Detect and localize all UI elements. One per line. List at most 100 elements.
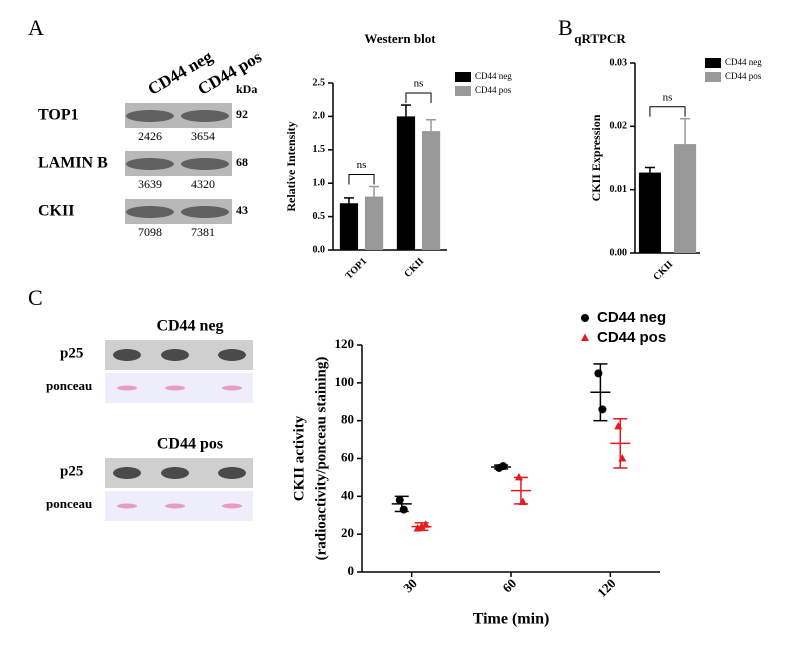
blot-band [126, 206, 174, 218]
blot-title: CD44 neg [156, 318, 223, 335]
x-tick-label: CKII [651, 259, 675, 283]
y-tick-label: 0.02 [610, 121, 628, 132]
x-tick-label: TOP1 [344, 256, 370, 282]
y-tick-label: 2.0 [313, 111, 326, 122]
panel-letter: B [558, 15, 573, 40]
y-tick-label: 0.01 [610, 184, 628, 195]
panel-letter: C [28, 285, 43, 310]
blot-band [181, 158, 229, 170]
x-tick-label: 120 [594, 576, 618, 600]
y-tick-label: 80 [341, 412, 354, 427]
significance-bracket [649, 106, 686, 117]
y-tick-label: 120 [335, 336, 355, 351]
band-quant: 3639 [138, 177, 162, 191]
row-label: LAMIN B [38, 155, 108, 172]
row-label: ponceau [46, 496, 92, 511]
chart-title: Western blot [364, 31, 436, 46]
significance-label: ns [663, 91, 673, 103]
data-point [413, 523, 422, 532]
y-tick-label: 2.5 [313, 77, 326, 88]
bar [674, 144, 697, 253]
row-label: TOP1 [38, 107, 79, 124]
blot-band [181, 110, 229, 122]
data-point [618, 454, 627, 462]
x-axis-label: Time (min) [473, 611, 550, 628]
data-point [594, 369, 603, 378]
y-tick-label: 1.5 [313, 144, 326, 155]
legend-label: CD44 neg [725, 57, 762, 67]
row-label: p25 [60, 463, 83, 479]
ponceau-band [222, 503, 242, 509]
y-tick-label: 1.0 [313, 177, 326, 188]
band-quant: 7381 [191, 225, 215, 239]
blot-band [161, 349, 189, 361]
significance-label: ns [414, 78, 424, 90]
x-tick-label: 30 [400, 576, 420, 596]
data-point [614, 421, 623, 430]
y-axis-label: CKII activity [291, 415, 307, 501]
legend-swatch [455, 72, 471, 82]
y-tick-label: 0 [348, 563, 355, 578]
data-point [421, 520, 430, 528]
blot-band [218, 349, 246, 361]
y-axis-label: Relative Intensity [284, 121, 298, 211]
bar [638, 172, 661, 253]
legend-label: CD44 pos [597, 329, 666, 346]
blot-band [113, 349, 141, 361]
legend-label: CD44 neg [475, 71, 512, 81]
y-tick-label: 0.0 [313, 244, 326, 255]
data-point [399, 505, 408, 514]
y-tick-label: 60 [341, 449, 354, 464]
legend-swatch [705, 72, 721, 82]
kda-label: 92 [236, 107, 248, 121]
data-point [598, 405, 607, 414]
y-tick-label: 40 [341, 487, 354, 502]
y-tick-label: 20 [341, 525, 354, 540]
legend-label: CD44 pos [725, 71, 762, 81]
band-quant: 4320 [191, 177, 215, 191]
band-quant: 2426 [138, 129, 162, 143]
kda-label: 68 [236, 155, 248, 169]
blot-band [126, 158, 174, 170]
row-label: CKII [38, 203, 74, 220]
blot-band [181, 206, 229, 218]
x-tick-label: CKII [402, 256, 426, 280]
legend-swatch [455, 86, 471, 96]
row-label: p25 [60, 345, 83, 361]
data-point [395, 496, 404, 505]
ponceau-band [165, 385, 185, 391]
legend-swatch [705, 58, 721, 68]
unit-label: kDa [236, 82, 257, 96]
y-tick-label: 100 [335, 374, 355, 389]
significance-bracket [348, 174, 375, 185]
y-axis-label: CKII Expression [589, 114, 603, 201]
y-tick-label: 0.03 [610, 57, 628, 68]
legend-label: CD44 neg [597, 309, 666, 326]
significance-bracket [405, 92, 432, 104]
legend-marker [581, 333, 589, 341]
blot-band [161, 467, 189, 479]
blot-band [218, 467, 246, 479]
legend-label: CD44 pos [475, 85, 512, 95]
y-tick-label: 0.5 [313, 211, 326, 222]
bar [396, 116, 416, 251]
legend-marker [581, 314, 589, 322]
blot-title: CD44 pos [157, 436, 223, 453]
x-tick-label: 60 [499, 576, 519, 596]
bar [339, 203, 359, 250]
band-quant: 7098 [138, 225, 162, 239]
y-tick-label: 0.00 [610, 247, 628, 258]
blot-band [113, 467, 141, 479]
chart-title: qRTPCR [574, 31, 626, 46]
bar [421, 131, 441, 250]
panel-letter: A [28, 15, 44, 40]
ponceau-band [222, 385, 242, 391]
kda-label: 43 [236, 203, 248, 217]
significance-label: ns [357, 159, 367, 171]
y-axis-label: (radioactivity/ponceau staining) [313, 357, 329, 561]
ponceau-band [165, 503, 185, 509]
row-label: ponceau [46, 378, 92, 393]
ponceau-band [117, 503, 137, 509]
band-quant: 3654 [191, 129, 215, 143]
